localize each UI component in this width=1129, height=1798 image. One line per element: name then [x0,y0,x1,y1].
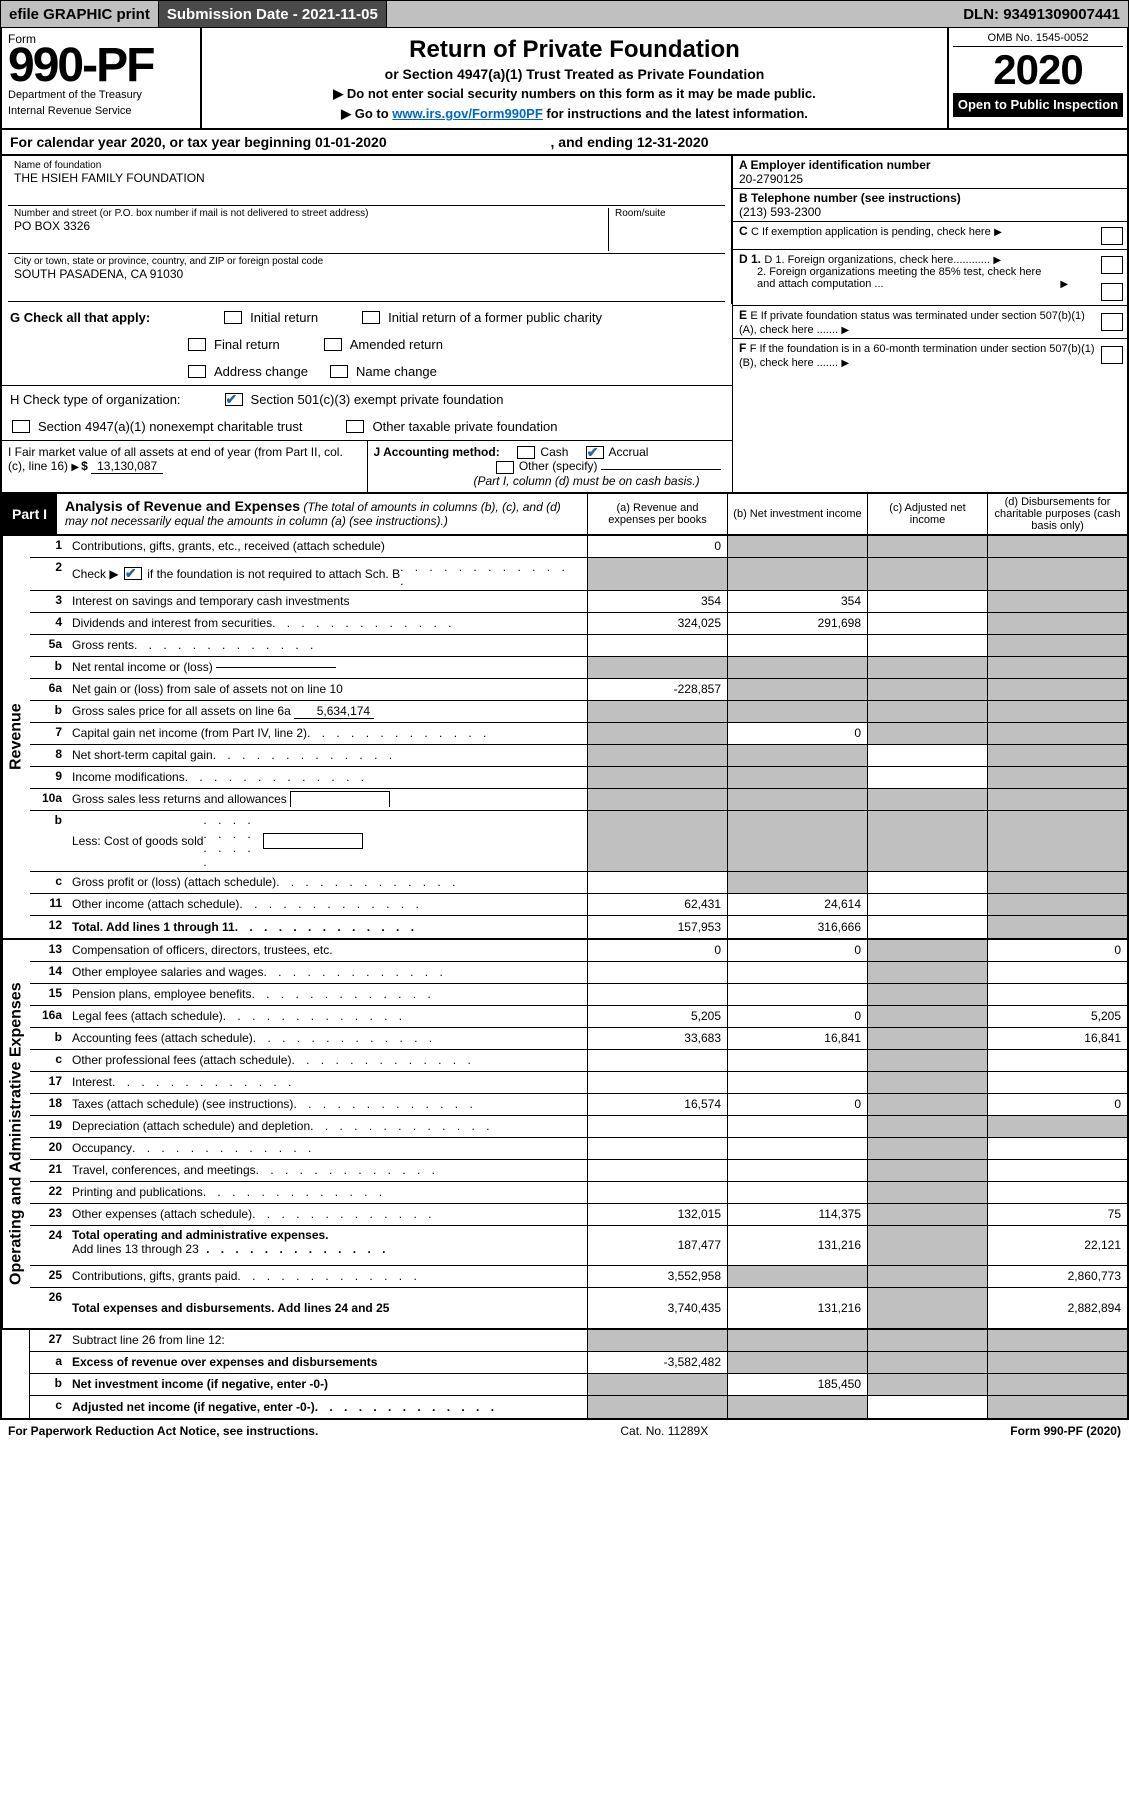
form-number: 990-PF [8,38,194,93]
chk-c[interactable] [1101,227,1123,245]
form-id-block: Form 990-PF Department of the Treasury I… [2,28,202,128]
omb-block: OMB No. 1545-0052 2020 Open to Public In… [947,28,1127,128]
chk-address-change[interactable] [188,365,206,378]
irs-link[interactable]: www.irs.gov/Form990PF [392,106,543,121]
chk-e[interactable] [1101,313,1123,331]
paperwork-notice: For Paperwork Reduction Act Notice, see … [8,1424,318,1438]
address-row: Number and street (or P.O. box number if… [8,206,725,254]
col-d-head: (d) Disbursements for charitable purpose… [987,494,1127,534]
revenue-table: Revenue 1Contributions, gifts, grants, e… [0,536,1129,940]
section-a: A Employer identification number 20-2790… [733,156,1127,189]
cat-no: Cat. No. 11289X [620,1424,708,1438]
page-footer: For Paperwork Reduction Act Notice, see … [0,1420,1129,1442]
chk-initial-former[interactable] [362,311,380,324]
chk-cash[interactable] [517,446,535,459]
city-state-zip: SOUTH PASADENA, CA 91030 [14,267,719,281]
note-link: ▶ Go to www.irs.gov/Form990PF for instru… [212,106,937,122]
section-c: C C If exemption application is pending,… [733,222,1127,250]
form-header: Form 990-PF Department of the Treasury I… [0,28,1129,130]
dln: DLN: 93491309007441 [955,1,1128,27]
section-h: H Check type of organization: Section 50… [2,386,732,441]
year-end: 12-31-2020 [637,134,709,150]
form-title-block: Return of Private Foundation or Section … [202,28,947,128]
year-begin: 01-01-2020 [315,134,387,150]
expenses-side-label: Operating and Administrative Expenses [2,940,30,1328]
foundation-name-row: Name of foundation THE HSIEH FAMILY FOUN… [8,158,725,206]
room-label: Room/suite [615,208,719,219]
chk-initial-return[interactable] [224,311,242,324]
section-d: D 1. D 1. Foreign organizations, check h… [733,250,1127,306]
ein: 20-2790125 [739,172,803,186]
chk-d1[interactable] [1101,256,1123,274]
form-subtitle: or Section 4947(a)(1) Trust Treated as P… [212,66,937,82]
section-j: J Accounting method: Cash Accrual Other … [368,441,733,492]
col-b-head: (b) Net investment income [727,494,867,534]
chk-accrual[interactable] [586,446,604,459]
chk-f[interactable] [1101,346,1123,364]
section-f: F F If the foundation is in a 60-month t… [733,339,1127,371]
section-b: B Telephone number (see instructions) (2… [733,189,1127,222]
chk-sch-b[interactable] [124,567,142,580]
tax-year: 2020 [953,47,1123,93]
section-g: G Check all that apply: Initial return I… [2,304,732,386]
col-a-head: (a) Revenue and expenses per books [587,494,727,534]
chk-amended-return[interactable] [324,338,342,351]
revenue-side-label: Revenue [2,536,30,938]
fmv-assets: 13,130,087 [91,459,163,474]
col-c-head: (c) Adjusted net income [867,494,987,534]
chk-d2[interactable] [1101,283,1123,301]
foundation-name: THE HSIEH FAMILY FOUNDATION [14,171,719,185]
chk-501c3[interactable] [225,393,243,406]
part1-label: Part I [2,494,57,534]
section-e: E E If private foundation status was ter… [733,306,1127,339]
form-ref: Form 990-PF (2020) [1010,1424,1121,1438]
part1-desc: Analysis of Revenue and Expenses (The to… [57,494,587,534]
open-to-public: Open to Public Inspection [953,93,1123,117]
chk-other-taxable[interactable] [346,420,364,433]
street-address: PO BOX 3326 [14,219,604,233]
omb-number: OMB No. 1545-0052 [953,30,1123,47]
line27-table: 27Subtract line 26 from line 12: aExcess… [0,1330,1129,1420]
top-bar: efile GRAPHIC print Submission Date - 20… [0,0,1129,28]
irs: Internal Revenue Service [8,105,194,117]
chk-final-return[interactable] [188,338,206,351]
info-grid: Name of foundation THE HSIEH FAMILY FOUN… [0,156,1129,494]
note-ssn: ▶ Do not enter social security numbers o… [212,86,937,102]
chk-4947a1[interactable] [12,420,30,433]
chk-other-method[interactable] [496,461,514,474]
calendar-year-row: For calendar year 2020, or tax year begi… [0,130,1129,156]
dept: Department of the Treasury [8,89,194,101]
part1-header: Part I Analysis of Revenue and Expenses … [0,494,1129,536]
form-title: Return of Private Foundation [212,36,937,64]
city-row: City or town, state or province, country… [8,254,725,302]
phone: (213) 593-2300 [739,205,821,219]
expenses-table: Operating and Administrative Expenses 13… [0,940,1129,1330]
chk-name-change[interactable] [330,365,348,378]
efile-label: efile GRAPHIC print [1,1,159,27]
section-i: I Fair market value of all assets at end… [2,441,368,492]
submission-date: Submission Date - 2021-11-05 [159,1,387,27]
